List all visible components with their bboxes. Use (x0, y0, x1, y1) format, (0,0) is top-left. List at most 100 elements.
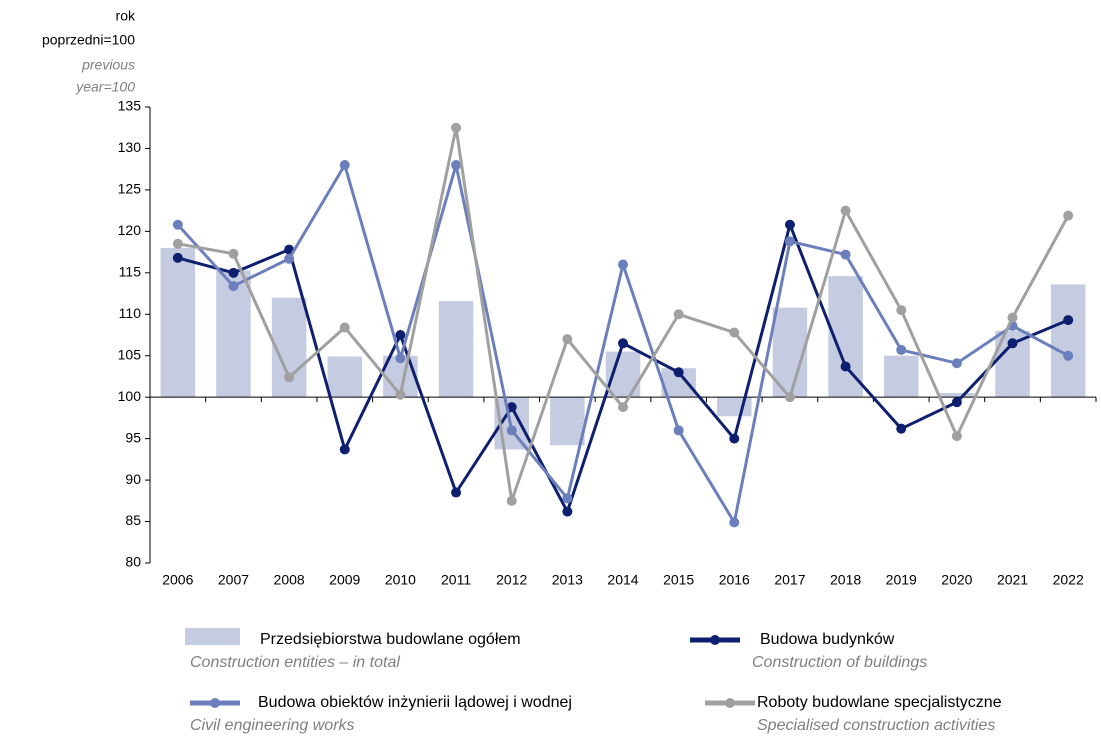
line (177, 127, 1070, 502)
marker (395, 353, 406, 364)
bar (550, 397, 585, 446)
x-tick-label: 2006 (162, 572, 193, 588)
y-tick-label: 85 (125, 512, 141, 528)
x-tick-label: 2012 (496, 572, 527, 588)
marker (840, 205, 851, 216)
marker (1007, 338, 1018, 349)
marker (172, 219, 183, 230)
y-axis-title: rok (116, 8, 136, 24)
marker (1063, 210, 1074, 221)
legend-label: Roboty budowlane specjalistyczne (757, 694, 1002, 711)
legend-label-en: Civil engineering works (190, 717, 355, 734)
y-axis-title: poprzedni=100 (42, 32, 135, 48)
marker (339, 322, 350, 333)
marker (1007, 312, 1018, 323)
bar (160, 247, 196, 398)
x-tick-label: 2013 (552, 572, 583, 588)
marker (673, 425, 684, 436)
y-tick-label: 90 (125, 471, 141, 487)
y-tick-label: 115 (119, 264, 142, 280)
y-tick-label: 95 (125, 429, 141, 445)
bar (327, 356, 363, 398)
bar (1050, 284, 1086, 398)
y-axis-title-en: previous (81, 57, 135, 73)
marker (451, 122, 462, 133)
marker (395, 330, 406, 340)
marker (673, 367, 684, 378)
marker (951, 358, 962, 369)
legend-swatch (710, 635, 720, 645)
bar (438, 301, 474, 398)
marker (840, 249, 851, 260)
legend-label: Przedsiębiorstwa budowlane ogółem (260, 631, 521, 648)
marker (228, 281, 239, 292)
x-tick-label: 2010 (385, 572, 416, 588)
y-tick-label: 130 (118, 139, 142, 155)
marker (228, 248, 239, 259)
marker (451, 487, 462, 498)
marker (896, 344, 907, 355)
legend-label: Budowa budynków (760, 631, 895, 648)
legend-swatch (210, 698, 220, 708)
y-tick-label: 80 (125, 554, 141, 570)
marker (395, 389, 406, 400)
marker (673, 309, 684, 320)
marker (618, 338, 628, 349)
y-tick-label: 125 (118, 181, 142, 197)
y-tick-label: 120 (118, 222, 142, 238)
bar (883, 355, 919, 398)
x-tick-label: 2022 (1053, 572, 1084, 588)
marker (339, 444, 350, 455)
x-tick-label: 2009 (329, 572, 360, 588)
marker (562, 493, 573, 504)
x-tick-label: 2016 (719, 572, 750, 588)
marker (784, 392, 795, 403)
legend-label-en: Construction entities – in total (190, 654, 400, 671)
marker (172, 252, 183, 263)
legend-label: Budowa obiektów inżynierii lądowej i wod… (258, 694, 572, 711)
marker (729, 433, 740, 444)
marker (1063, 315, 1074, 326)
marker (896, 305, 907, 316)
marker (284, 253, 295, 264)
legend-label-en: Construction of buildings (752, 654, 927, 671)
marker (562, 334, 573, 345)
y-axis-title-en: year=100 (75, 79, 135, 95)
marker (339, 160, 350, 171)
bar (939, 393, 975, 398)
x-tick-label: 2019 (886, 572, 917, 588)
x-tick-label: 2015 (663, 572, 694, 588)
x-tick-label: 2018 (830, 572, 861, 588)
x-tick-label: 2008 (274, 572, 305, 588)
x-tick-label: 2017 (774, 572, 805, 588)
marker (451, 160, 462, 171)
marker (618, 259, 628, 270)
marker (1063, 350, 1074, 361)
marker (506, 402, 517, 413)
marker (618, 402, 628, 413)
marker (896, 423, 907, 434)
marker (284, 372, 295, 383)
legend-swatch (725, 698, 735, 708)
marker (506, 495, 517, 506)
legend-label-en: Specialised construction activities (757, 717, 995, 734)
marker (951, 397, 962, 408)
y-tick-label: 100 (118, 388, 142, 404)
marker (172, 238, 183, 249)
x-tick-label: 2007 (218, 572, 249, 588)
marker (784, 236, 795, 247)
y-tick-label: 135 (118, 98, 142, 114)
x-tick-label: 2011 (441, 572, 471, 588)
x-tick-label: 2020 (941, 572, 972, 588)
marker (840, 361, 851, 372)
y-tick-label: 110 (119, 305, 142, 321)
marker (506, 425, 517, 436)
marker (228, 267, 239, 278)
x-tick-label: 2014 (607, 572, 638, 588)
y-tick-label: 105 (118, 346, 142, 362)
marker (729, 517, 740, 528)
bar (216, 270, 251, 398)
marker (729, 327, 740, 338)
marker (784, 219, 795, 230)
